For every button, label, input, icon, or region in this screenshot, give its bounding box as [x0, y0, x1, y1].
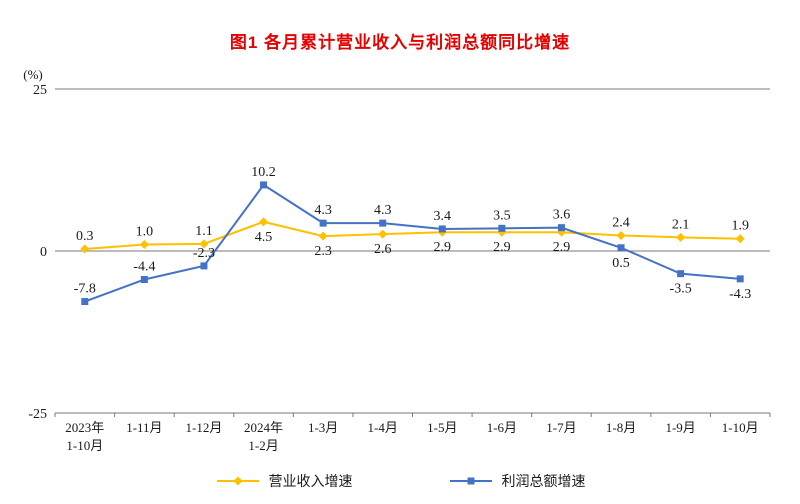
x-tick-label: 1-12月	[186, 420, 223, 435]
data-point-marker	[378, 229, 388, 239]
chart-legend: 营业收入增速 利润总额增速	[0, 471, 800, 491]
x-tick-label: 1-11月	[126, 420, 162, 435]
data-label: 4.5	[255, 230, 273, 245]
data-label: 4.3	[374, 203, 392, 218]
data-label: 1.9	[731, 219, 749, 234]
data-label: 2.3	[314, 244, 332, 259]
data-label: 2.4	[612, 215, 630, 230]
data-point-marker	[139, 240, 149, 250]
data-point-marker	[200, 262, 208, 270]
data-point-marker	[617, 244, 625, 252]
data-point-marker	[140, 276, 148, 284]
data-point-marker	[259, 217, 269, 227]
x-tick-label: 1-8月	[606, 420, 636, 435]
data-point-marker	[677, 270, 685, 278]
revenue-line-marker-icon	[216, 476, 259, 486]
data-label: 4.3	[314, 203, 332, 218]
data-point-marker	[735, 234, 745, 244]
y-axis-unit-label: (%)	[23, 67, 43, 82]
data-point-marker	[676, 232, 686, 242]
data-label: 2.9	[434, 240, 452, 255]
legend-label-profit-growth: 利润总额增速	[501, 475, 586, 490]
data-label: 2.6	[374, 242, 392, 257]
data-point-marker	[318, 231, 328, 241]
data-point-marker	[557, 224, 565, 232]
data-label: 10.2	[251, 165, 276, 180]
data-point-marker	[80, 244, 90, 254]
y-tick-label: 0	[40, 245, 47, 260]
data-label: 1.1	[195, 224, 213, 239]
x-tick-label: 1-5月	[427, 420, 457, 435]
data-point-marker	[736, 275, 744, 283]
x-tick-label: 2023年	[65, 420, 104, 435]
x-tick-label: 1-7月	[546, 420, 576, 435]
legend-square-marker-icon	[467, 477, 474, 485]
x-tick-label: 1-10月	[722, 420, 759, 435]
series-line-1	[84, 183, 741, 303]
data-label: -2.3	[193, 246, 215, 261]
x-tick-label: 1-2月	[248, 438, 278, 453]
data-point-marker	[379, 219, 387, 227]
data-label: -3.5	[670, 282, 692, 297]
data-label: 0.5	[612, 256, 630, 271]
data-label: 3.5	[493, 208, 511, 223]
legend-diamond-marker-icon	[233, 476, 242, 486]
x-tick-label: 1-3月	[308, 420, 338, 435]
data-point-marker	[498, 224, 506, 232]
legend-label-revenue-growth: 营业收入增速	[268, 475, 353, 490]
x-tick-label: 2024年	[244, 420, 283, 435]
data-point-marker	[260, 181, 268, 189]
data-label: -7.8	[74, 282, 96, 297]
data-label: 3.6	[553, 208, 571, 223]
series-line-0	[84, 220, 741, 251]
y-tick-label: -25	[28, 407, 47, 422]
data-label: 0.3	[76, 229, 94, 244]
data-label: 1.0	[136, 225, 154, 240]
data-point-marker	[616, 230, 626, 240]
x-tick-label: 1-10月	[66, 438, 103, 453]
profit-line-marker-icon	[449, 477, 492, 485]
data-label: 2.9	[493, 240, 511, 255]
data-label: -4.3	[729, 287, 751, 302]
legend-item-revenue-growth: 营业收入增速	[215, 471, 353, 491]
legend-item-profit-growth: 利润总额增速	[448, 471, 586, 491]
data-label: 3.4	[434, 209, 452, 224]
data-point-marker	[199, 239, 209, 249]
data-point-marker	[438, 225, 446, 233]
data-point-marker	[81, 298, 89, 306]
y-tick-label: 25	[33, 83, 47, 98]
x-tick-label: 1-4月	[368, 420, 398, 435]
chart-title: 图1 各月累计营业收入与利润总额同比增速	[229, 33, 571, 52]
data-label: -4.4	[133, 260, 155, 275]
chart-canvas: 25 0 -25 (%) 2023年 1-10月 1-11月 1-12月 2024年 1-2月 1-…	[23, 67, 771, 453]
data-point-marker	[319, 219, 327, 227]
x-tick-label: 1-6月	[487, 420, 517, 435]
data-label: 2.9	[553, 240, 571, 255]
x-tick-label: 1-9月	[665, 420, 695, 435]
data-label: 2.1	[672, 217, 690, 232]
